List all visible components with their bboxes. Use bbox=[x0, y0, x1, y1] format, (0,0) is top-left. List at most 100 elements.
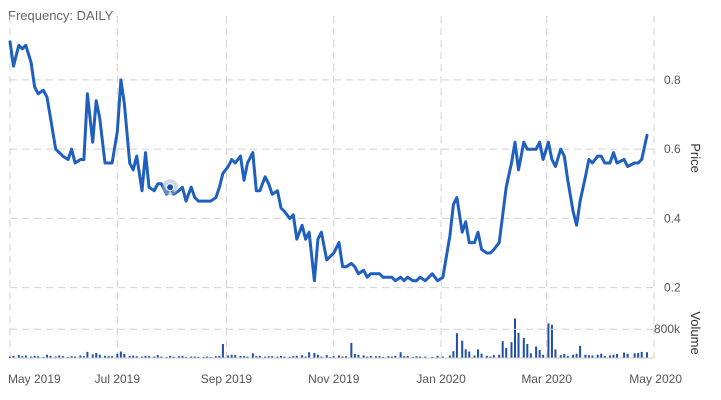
volume-bar bbox=[21, 356, 24, 358]
volume-bar bbox=[292, 356, 295, 358]
volume-bar bbox=[633, 353, 636, 358]
volume-bar bbox=[128, 355, 131, 358]
volume-bar bbox=[501, 341, 504, 358]
volume-bar bbox=[111, 356, 114, 358]
volume-bar bbox=[637, 352, 640, 358]
volume-bar bbox=[37, 356, 40, 358]
volume-bar bbox=[374, 356, 377, 358]
x-tick-label: Jan 2020 bbox=[416, 372, 466, 386]
volume-bar bbox=[424, 356, 427, 358]
volume-bar bbox=[98, 354, 101, 358]
price-line bbox=[8, 40, 649, 283]
volume-bar bbox=[30, 356, 33, 358]
price-axis-title: Price bbox=[688, 143, 703, 173]
volume-bar bbox=[325, 355, 328, 358]
volume-bar bbox=[411, 356, 414, 358]
volume-bar bbox=[547, 323, 550, 358]
volume-bar bbox=[104, 355, 107, 358]
price-tick-label: 0.8 bbox=[664, 73, 681, 87]
volume-bar bbox=[345, 356, 348, 358]
volume-bar bbox=[357, 354, 360, 358]
volume-bar bbox=[554, 349, 557, 358]
volume-bar bbox=[492, 355, 495, 358]
volume-bar bbox=[338, 355, 341, 358]
volume-bar bbox=[455, 333, 458, 358]
volume-bar bbox=[181, 355, 184, 358]
volume-bar bbox=[473, 355, 476, 358]
volume-bar bbox=[382, 356, 385, 358]
volume-bar bbox=[221, 343, 224, 358]
volume-bar bbox=[399, 352, 402, 358]
volume-bar bbox=[566, 355, 569, 358]
volume-bar bbox=[49, 355, 52, 358]
x-tick-labels: May 2019 Jul 2019 Sep 2019 Nov 2019 Jan 2020… bbox=[8, 372, 682, 386]
volume-bar bbox=[559, 355, 562, 358]
volume-bar bbox=[448, 355, 451, 358]
volume-bar bbox=[156, 355, 159, 358]
volume-bar bbox=[165, 356, 168, 358]
volume-bar bbox=[239, 355, 242, 358]
volume-bar bbox=[190, 356, 193, 358]
volume-bar bbox=[510, 342, 513, 358]
volume-bar bbox=[193, 356, 196, 358]
volume-bar bbox=[350, 342, 353, 358]
x-tick-label: Jul 2019 bbox=[95, 372, 141, 386]
volume-bar bbox=[477, 349, 480, 358]
volume-bar bbox=[169, 355, 172, 358]
volume-bar bbox=[246, 356, 249, 358]
volume-bar bbox=[587, 355, 590, 358]
volume-bar bbox=[616, 354, 619, 358]
volume-bar bbox=[251, 353, 254, 358]
volume-bar bbox=[609, 355, 612, 358]
volume-bar bbox=[418, 356, 421, 358]
volume-bar bbox=[403, 356, 406, 358]
volume-bar bbox=[267, 356, 270, 358]
x-tick-label: May 2019 bbox=[8, 372, 61, 386]
volume-bar bbox=[626, 353, 629, 358]
volume-bar bbox=[82, 356, 85, 358]
volume-bar bbox=[538, 350, 541, 358]
volume-bar bbox=[591, 355, 594, 358]
price-tick-label: 0.6 bbox=[664, 142, 681, 156]
volume-bar bbox=[214, 356, 217, 358]
volume-bar bbox=[461, 340, 464, 358]
volume-bar bbox=[58, 355, 61, 358]
volume-axis-title: Volume bbox=[688, 311, 703, 354]
volume-bar bbox=[9, 356, 11, 358]
x-tick-label: May 2020 bbox=[629, 372, 682, 386]
volume-bars bbox=[9, 318, 648, 358]
volume-bar bbox=[526, 343, 529, 358]
volume-bar bbox=[148, 356, 151, 358]
volume-bar bbox=[119, 351, 122, 358]
volume-bar bbox=[498, 354, 501, 358]
volume-bar bbox=[353, 354, 356, 358]
volume-bar bbox=[584, 354, 587, 358]
volume-bar bbox=[362, 355, 365, 358]
volume-bar bbox=[406, 355, 409, 358]
volume-bar bbox=[517, 332, 520, 358]
volume-bar bbox=[258, 355, 261, 358]
x-tick-label: Nov 2019 bbox=[308, 372, 360, 386]
volume-bar bbox=[563, 354, 566, 358]
volume-bar bbox=[640, 351, 643, 358]
volume-bar bbox=[116, 353, 119, 358]
volume-bar bbox=[135, 356, 138, 358]
volume-bar bbox=[550, 324, 553, 358]
volume-bar bbox=[74, 356, 77, 358]
hover-marker bbox=[162, 179, 179, 196]
volume-bar bbox=[612, 354, 615, 358]
volume-bar bbox=[387, 356, 390, 358]
volume-bar bbox=[542, 354, 545, 358]
volume-bar bbox=[623, 352, 626, 358]
volume-bar bbox=[378, 356, 381, 358]
volume-bar bbox=[522, 337, 525, 358]
volume-bar bbox=[132, 355, 135, 358]
volume-bar bbox=[107, 356, 110, 358]
volume-bar bbox=[202, 356, 205, 358]
volume-bar bbox=[24, 355, 27, 358]
volume-bar bbox=[529, 353, 532, 358]
volume-bar bbox=[596, 354, 599, 358]
volume-bar bbox=[288, 356, 291, 358]
volume-bar bbox=[645, 352, 648, 358]
volume-bar bbox=[206, 356, 209, 358]
